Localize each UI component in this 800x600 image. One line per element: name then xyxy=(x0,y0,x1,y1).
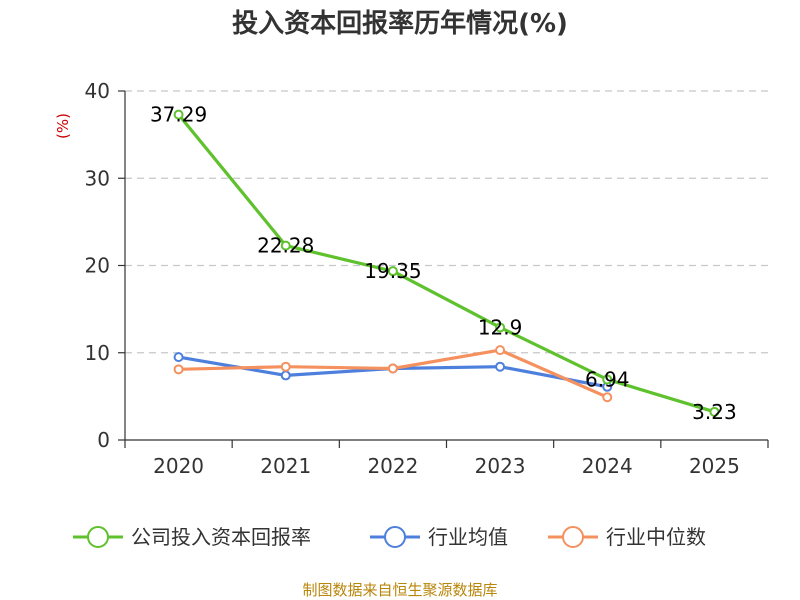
data-label: 22.28 xyxy=(257,234,314,258)
data-label: 12.9 xyxy=(478,315,523,339)
data-point xyxy=(495,361,506,372)
legend-marker xyxy=(87,526,109,548)
data-label: 6.94 xyxy=(585,367,630,391)
data-point xyxy=(280,240,291,251)
data-label: 37.29 xyxy=(150,103,207,127)
data-label: 19.35 xyxy=(364,259,421,283)
x-tick-label: 2022 xyxy=(367,454,418,478)
data-point xyxy=(602,392,613,403)
series-0 xyxy=(173,109,720,417)
legend-marker xyxy=(562,526,584,548)
data-point xyxy=(280,361,291,372)
y-axis-unit: (%) xyxy=(54,113,72,139)
y-tick-label: 20 xyxy=(85,254,110,278)
data-point xyxy=(387,266,398,277)
legend-item-0: 公司投入资本回报率 xyxy=(73,525,311,549)
legend-item-2: 行业中位数 xyxy=(548,525,706,549)
y-tick-label: 0 xyxy=(97,428,110,452)
data-point xyxy=(280,370,291,381)
data-point xyxy=(387,363,398,374)
y-tick-label: 40 xyxy=(85,79,110,103)
legend-label: 公司投入资本回报率 xyxy=(131,525,311,549)
x-tick-label: 2025 xyxy=(689,454,740,478)
y-tick-label: 10 xyxy=(85,341,110,365)
legend-item-1: 行业均值 xyxy=(370,525,508,549)
data-point xyxy=(173,364,184,375)
x-tick-label: 2024 xyxy=(582,454,633,478)
x-tick-label: 2021 xyxy=(260,454,311,478)
x-tick-label: 2020 xyxy=(153,454,204,478)
data-point xyxy=(602,374,613,385)
legend-marker xyxy=(384,526,406,548)
y-tick-label: 30 xyxy=(85,166,110,190)
data-point xyxy=(495,322,506,333)
x-tick-label: 2023 xyxy=(475,454,526,478)
data-source: 制图数据来自恒生聚源数据库 xyxy=(302,581,497,599)
data-point xyxy=(173,109,184,120)
chart-title: 投入资本回报率历年情况(%) xyxy=(232,8,568,39)
data-point xyxy=(709,406,720,417)
series-2 xyxy=(173,345,613,403)
data-point xyxy=(495,345,506,356)
series-line xyxy=(177,113,715,414)
data-label: 3.23 xyxy=(692,400,737,424)
legend-label: 行业均值 xyxy=(428,525,508,549)
data-point xyxy=(173,352,184,363)
legend-label: 行业中位数 xyxy=(606,525,706,549)
legend: 公司投入资本回报率 行业均值 行业中位数 xyxy=(73,525,706,549)
